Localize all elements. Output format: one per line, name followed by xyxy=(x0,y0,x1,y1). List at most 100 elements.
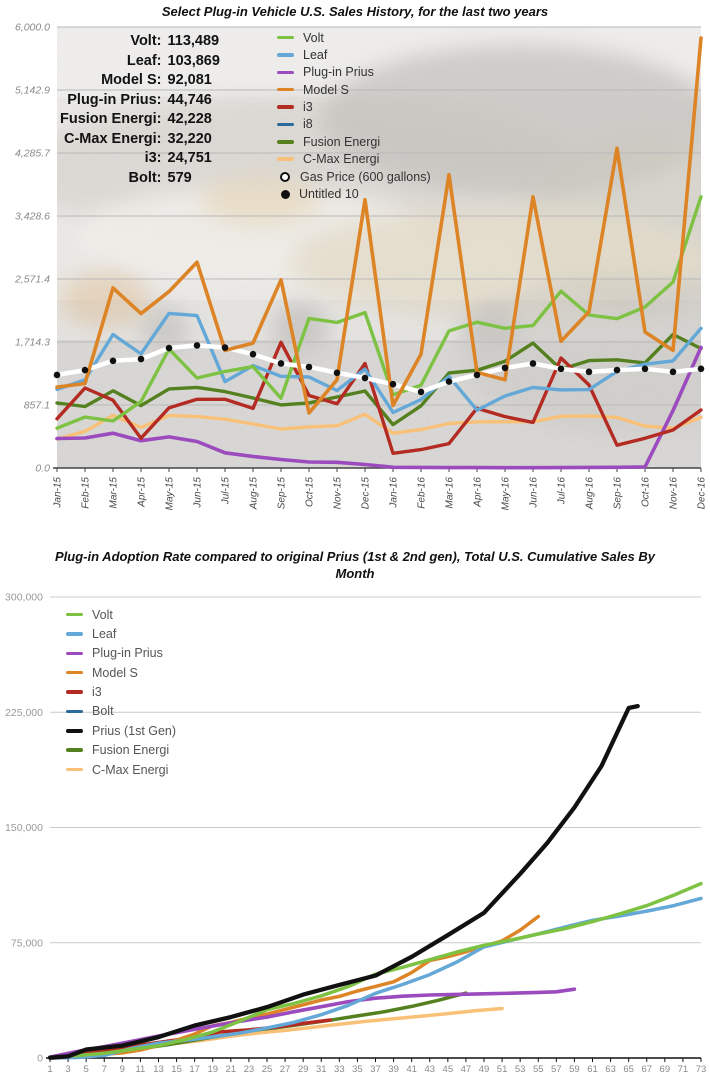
series-dot-untitled-10 xyxy=(501,364,509,372)
x-axis-tick-label: Jun-16 xyxy=(529,477,540,509)
series-dot-untitled-10 xyxy=(389,380,397,388)
series-dot-untitled-10 xyxy=(53,371,61,379)
x-axis-tick-label: Mar-15 xyxy=(109,477,120,509)
stat-label: C-Max Energi: xyxy=(64,130,162,147)
y-axis-tick-label: 6,000.0 xyxy=(15,22,50,34)
legend-item-bolt: Bolt xyxy=(66,704,176,719)
legend-ring-dot-icon xyxy=(280,171,290,182)
x-axis-tick-label: 63 xyxy=(605,1064,616,1075)
x-axis-tick-label: May-16 xyxy=(501,477,512,511)
legend-line-swatch xyxy=(277,157,294,161)
x-axis-tick-label: Oct-16 xyxy=(641,477,652,507)
x-axis-tick-label: Sep-15 xyxy=(277,477,288,510)
x-axis-tick-label: Nov-16 xyxy=(669,477,680,510)
stat-value: 92,081 xyxy=(167,72,212,88)
legend-item-i8: i8 xyxy=(277,117,431,131)
legend-item-fusion-energi: Fusion Energi xyxy=(66,743,176,757)
x-axis-tick-label: 47 xyxy=(461,1064,472,1075)
x-axis-tick-label: 29 xyxy=(298,1064,309,1075)
x-axis-tick-label: 53 xyxy=(515,1064,526,1075)
legend-label: Untitled 10 xyxy=(299,187,359,202)
x-axis-tick-label: Nov-15 xyxy=(333,477,344,510)
legend-label: Model S xyxy=(92,665,138,680)
legend-label: Fusion Energi xyxy=(303,134,381,149)
series-dot-untitled-10 xyxy=(277,360,285,367)
x-axis-tick-label: 51 xyxy=(497,1064,508,1075)
series-line-leaf xyxy=(48,896,703,1060)
series-dot-untitled-10 xyxy=(333,369,341,377)
y-axis-tick-label: 857.1 xyxy=(24,400,50,412)
x-axis-tick-label: 33 xyxy=(334,1064,345,1075)
legend-line-swatch xyxy=(66,670,83,675)
x-axis-tick-label: Oct-15 xyxy=(305,477,316,507)
legend-label: i3 xyxy=(303,100,313,115)
sales-history-chart-title: Select Plug-in Vehicle U.S. Sales Histor… xyxy=(161,4,549,19)
y-axis-tick-label: 300,000 xyxy=(5,592,43,604)
x-axis-tick-label: 11 xyxy=(135,1064,145,1075)
series-line-i3 xyxy=(55,340,703,455)
y-axis-tick-label: 4,285.7 xyxy=(15,148,51,160)
legend-item-plug-in-prius: Plug-in Prius xyxy=(66,646,176,661)
series-dot-untitled-10 xyxy=(221,344,229,351)
x-axis-tick-label: 25 xyxy=(262,1064,273,1075)
x-axis-tick-label: Aug-16 xyxy=(585,477,596,511)
x-axis-tick-label: 65 xyxy=(623,1064,634,1075)
legend-label: Leaf xyxy=(303,47,328,62)
stat-label: i3: xyxy=(144,150,162,166)
series-dot-untitled-10 xyxy=(193,342,201,349)
x-axis-tick-label: Apr-16 xyxy=(473,477,484,508)
legend-line-swatch xyxy=(66,767,83,772)
x-axis-tick-label: 7 xyxy=(102,1064,107,1075)
legend-label: Plug-in Prius xyxy=(303,65,374,80)
x-axis-tick-label: 17 xyxy=(189,1064,200,1075)
legend-label: i3 xyxy=(92,685,102,700)
stat-value: 579 xyxy=(167,169,192,186)
legend-label: Bolt xyxy=(92,704,114,719)
y-axis-tick-label: 150,000 xyxy=(5,822,43,834)
legend-line-swatch xyxy=(277,70,294,75)
stat-label: Fusion Energi: xyxy=(60,111,162,127)
series-dot-untitled-10 xyxy=(473,371,481,379)
x-axis-tick-label: 27 xyxy=(280,1064,291,1075)
x-axis-tick-label: 67 xyxy=(641,1064,652,1075)
legend-line-swatch xyxy=(277,105,294,109)
series-dot-untitled-10 xyxy=(557,365,565,373)
legend-label: Plug-in Prius xyxy=(92,646,163,661)
x-axis-tick-label: Dec-15 xyxy=(361,477,372,510)
adoption-rate-legend: Volt Leaf Plug-in Prius Model S i3 Bolt Prius … xyxy=(66,608,177,777)
series-line-volt xyxy=(55,194,703,430)
x-axis-tick-label: 49 xyxy=(479,1064,490,1075)
series-dot-untitled-10 xyxy=(305,363,313,371)
y-axis-tick-label: 0 xyxy=(37,1053,43,1065)
sales-history-legend: Volt Leaf Plug-in Prius Model S i3 i8 Fusion E… xyxy=(277,31,431,201)
legend-line-swatch xyxy=(277,140,294,144)
legend-item-leaf: Leaf xyxy=(66,627,176,641)
y-axis-tick-label: 0.0 xyxy=(35,463,50,475)
legend-item-c-max-energi: C-Max Energi xyxy=(66,763,176,777)
x-axis-tick-label: 9 xyxy=(120,1064,125,1075)
x-axis-tick-label: 37 xyxy=(370,1064,381,1075)
series-dot-untitled-10 xyxy=(697,365,705,373)
x-axis-tick-label: 73 xyxy=(696,1064,707,1075)
legend-item-i3: i3 xyxy=(277,100,431,115)
legend-label: Gas Price (600 gallons) xyxy=(300,169,431,184)
series-dot-untitled-10 xyxy=(109,357,117,365)
stat-label: Volt: xyxy=(130,33,162,49)
series-line-plug-in-prius xyxy=(55,345,703,470)
adoption-rate-chart-title: Plug-in Adoption Rate compared to origin… xyxy=(0,548,710,582)
legend-label: Prius (1st Gen) xyxy=(92,723,177,738)
x-axis-tick-label: Sep-16 xyxy=(613,477,624,510)
series-dot-untitled-10 xyxy=(417,388,425,396)
stat-value: 24,751 xyxy=(167,150,212,166)
x-axis-tick-label: 5 xyxy=(84,1064,89,1075)
stat-label: Plug-in Prius: xyxy=(67,91,162,108)
y-axis-tick-label: 2,571.4 xyxy=(14,274,50,286)
x-axis-tick-label: Feb-15 xyxy=(81,477,92,509)
x-axis-tick-label: Jul-15 xyxy=(221,477,232,506)
series-line-model-s xyxy=(55,36,703,415)
stat-label: Leaf: xyxy=(126,52,162,69)
y-axis-tick-label: 3,428.6 xyxy=(15,210,50,222)
series-line-prius-1st-gen xyxy=(47,703,640,1060)
